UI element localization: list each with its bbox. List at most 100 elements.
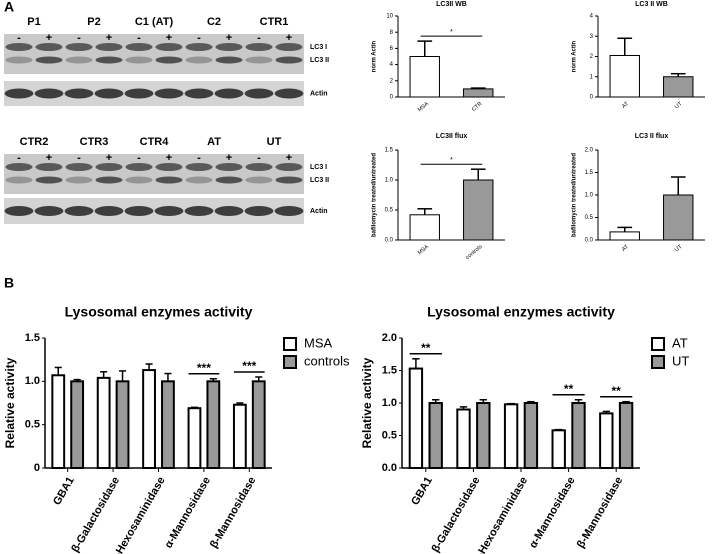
band: [185, 56, 213, 64]
y-tick-label: 1.5: [585, 170, 594, 176]
band: [95, 43, 123, 51]
x-tick-label: β-Mannosidase: [575, 475, 625, 550]
band: [94, 206, 124, 216]
y-tick-label: 0.5: [382, 429, 397, 441]
band: [125, 43, 153, 51]
bar: [663, 76, 694, 98]
bar: [161, 380, 175, 470]
x-tick-label: UT: [674, 101, 684, 111]
band: [184, 88, 214, 99]
band: [275, 176, 303, 184]
band: [35, 163, 63, 171]
blot-strip: [4, 34, 304, 74]
band: [155, 163, 183, 171]
band: [154, 206, 184, 216]
bar: [142, 369, 156, 470]
band: [65, 176, 93, 184]
significance-label: **: [564, 382, 574, 396]
sample-label: C2: [207, 16, 221, 28]
x-tick-label: β-Hexosaminidase: [471, 475, 530, 554]
band: [35, 176, 63, 184]
band: [185, 163, 213, 171]
band: [275, 56, 303, 64]
band: [95, 163, 123, 171]
x-tick-label: α-Mannosidase: [163, 475, 213, 550]
y-tick-label: 0.5: [385, 208, 394, 214]
treatment-label: +: [46, 32, 52, 44]
bar: [503, 403, 519, 469]
y-tick-label: 3: [590, 34, 594, 40]
band-label: LC3 II: [310, 177, 329, 184]
bar: [408, 367, 424, 469]
bar: [232, 403, 247, 470]
sample-label: CTR3: [80, 136, 109, 148]
y-axis-label: bafilomycin treated/untreated: [372, 153, 378, 237]
band: [244, 206, 274, 216]
significance-label: **: [612, 384, 622, 398]
y-tick-label: 0.5: [585, 215, 594, 221]
treatment-label: -: [17, 32, 21, 44]
y-tick-label: 1: [590, 74, 594, 80]
sample-label: P1: [27, 16, 40, 28]
significance-label: **: [421, 341, 431, 355]
legend-swatch: [651, 355, 665, 369]
y-axis-label: norm Actin: [372, 40, 378, 72]
band-label: LC3 I: [310, 164, 327, 171]
significance-label: ***: [242, 359, 256, 373]
band: [215, 163, 243, 171]
x-tick-label: MSA: [417, 101, 430, 113]
y-tick-label: 1.0: [382, 397, 397, 409]
band: [274, 88, 304, 99]
legend-swatch: [283, 355, 297, 369]
y-tick-label: 6: [390, 46, 394, 52]
sample-label: P2: [87, 16, 100, 28]
bar: [187, 407, 202, 470]
band: [5, 56, 33, 64]
y-tick-label: 4: [390, 62, 394, 68]
band: [5, 163, 33, 171]
chart-title: LC3 II WB: [635, 1, 668, 8]
y-axis-label: Relative activity: [3, 357, 17, 448]
bar: [428, 402, 443, 469]
band: [95, 176, 123, 184]
band: [155, 176, 183, 184]
y-axis-label: bafilomycin treated/untreated: [572, 153, 578, 237]
panel-label: A: [4, 0, 14, 15]
x-tick-label: GBA1: [51, 475, 77, 507]
band: [4, 88, 34, 99]
band: [215, 56, 243, 64]
treatment-label: -: [257, 32, 261, 44]
bar: [571, 402, 586, 469]
sample-label: CTR4: [140, 136, 170, 148]
band: [155, 43, 183, 51]
y-tick-label: 2: [390, 78, 394, 84]
bar: [476, 402, 491, 469]
chart-title: Lysosomal enzymes activity: [65, 304, 253, 320]
treatment-label: +: [286, 152, 292, 164]
treatment-label: +: [46, 152, 52, 164]
treatment-label: +: [166, 32, 172, 44]
treatment-label: +: [106, 152, 112, 164]
chart-title: LC3II WB: [436, 1, 467, 8]
significance-label: *: [450, 29, 453, 36]
x-tick-label: AT: [621, 101, 630, 110]
band: [124, 206, 154, 216]
treatment-label: -: [17, 152, 21, 164]
treatment-label: -: [77, 152, 81, 164]
sample-label: UT: [267, 136, 282, 148]
bar: [463, 88, 494, 98]
sample-label: C1 (AT): [135, 16, 174, 28]
panel-label: B: [4, 275, 14, 291]
band: [244, 88, 274, 99]
bar: [70, 380, 85, 470]
treatment-label: -: [197, 152, 201, 164]
y-tick-label: 0: [590, 95, 594, 101]
bar: [409, 56, 440, 98]
y-tick-label: 1.5: [25, 332, 40, 344]
chart-title: Lysosomal enzymes activity: [427, 304, 615, 320]
legend-swatch: [283, 337, 297, 351]
y-tick-label: 4: [590, 14, 594, 20]
bar: [609, 54, 640, 98]
band: [34, 88, 64, 99]
sample-label: AT: [207, 136, 221, 148]
